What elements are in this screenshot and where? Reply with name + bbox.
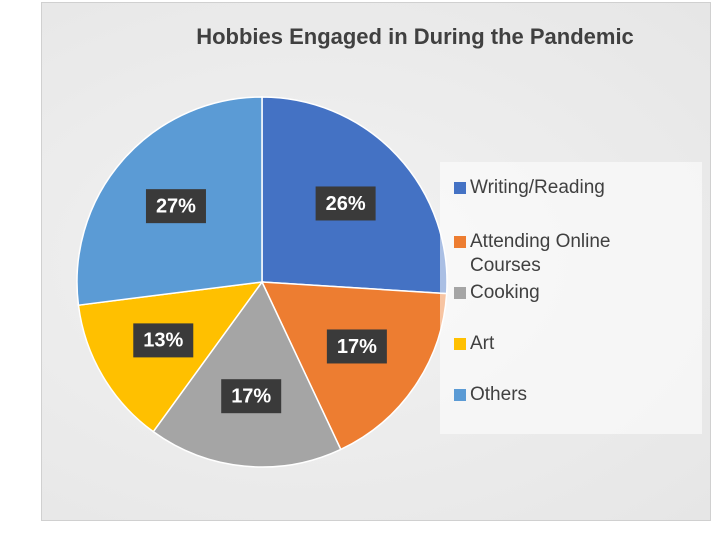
data-label-box (221, 379, 282, 414)
data-label: 17% (231, 385, 271, 407)
legend-entry: Art (454, 332, 660, 356)
data-label: 27% (156, 195, 196, 217)
legend-swatch (454, 236, 466, 248)
pie-slice (152, 280, 342, 468)
legend-label: Art (470, 333, 495, 354)
data-label: 26% (326, 193, 366, 215)
legend-entry: Attending Online Courses (454, 230, 660, 278)
legend-label: Attending Online Courses (470, 231, 611, 276)
legend-swatch (454, 338, 466, 350)
legend-swatch (454, 389, 466, 401)
legend-label: Others (470, 384, 528, 405)
legend-entry: Writing/Reading (454, 176, 660, 200)
data-label: 13% (143, 330, 183, 352)
legend-swatch (454, 182, 466, 194)
legend-entry: Cooking (454, 281, 660, 305)
legend: Writing/Reading Attending Online Courses C… (440, 162, 702, 434)
legend-entry: Others (454, 383, 660, 407)
data-label: 17% (337, 336, 377, 358)
data-label-box (326, 329, 387, 364)
legend-label: Writing/Reading (470, 177, 605, 198)
chart-title: Hobbies Engaged in During the Pandemic (196, 24, 634, 49)
data-label-box (133, 323, 194, 358)
legend-label: Cooking (470, 282, 540, 303)
data-label-box (145, 189, 206, 224)
data-label-box (315, 186, 376, 221)
legend-swatch (454, 287, 466, 299)
